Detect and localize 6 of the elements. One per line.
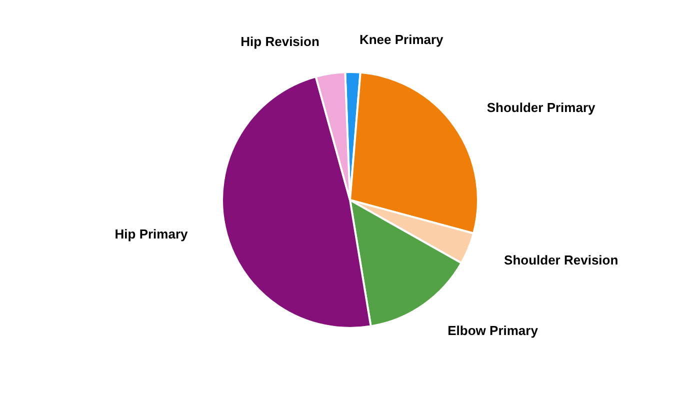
slice-label: Hip Primary: [114, 226, 189, 242]
slice-label: Shoulder Revision: [504, 252, 618, 268]
slice-label: Hip Revision: [240, 34, 320, 49]
slice-label: Knee Primary: [359, 32, 444, 48]
slice-label: Shoulder Primary: [486, 100, 596, 115]
slice-label: Elbow Primary: [448, 323, 539, 338]
